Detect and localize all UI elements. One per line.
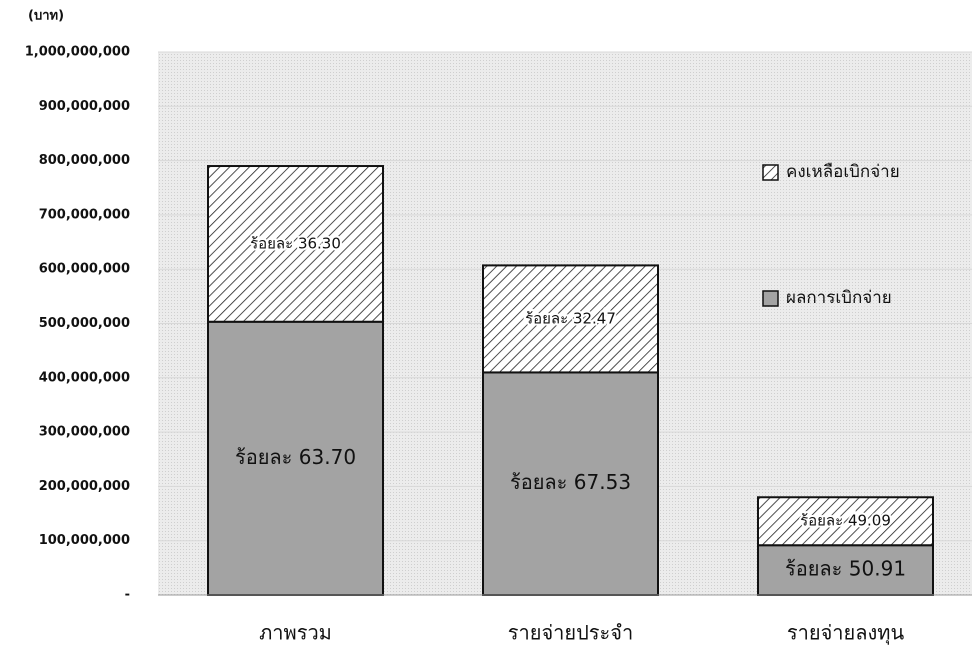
legend-label: คงเหลือเบิกจ่าย: [786, 162, 900, 182]
bar-segment: [207, 320, 384, 596]
legend-swatch: [762, 164, 779, 181]
y-tick-label: -: [125, 588, 130, 603]
x-tick-label: รายจ่ายลงทุน: [787, 621, 905, 646]
bar-segment: [757, 496, 934, 547]
bar-segment: [207, 165, 384, 323]
y-tick-label: 700,000,000: [39, 207, 130, 222]
y-tick-label: 300,000,000: [39, 425, 130, 440]
value-label: ร้อยละ 36.30: [250, 234, 341, 252]
value-label: ร้อยละ 32.47: [525, 309, 616, 327]
value-label: ร้อยละ 67.53: [510, 470, 631, 494]
y-axis-label: (บาท): [28, 9, 64, 24]
legend-label: ผลการเบิกจ่าย: [786, 288, 892, 308]
bar-segment: [482, 371, 659, 597]
y-tick-label: 900,000,000: [39, 99, 130, 114]
x-tick-label: ภาพรวม: [259, 621, 332, 645]
y-tick-label: 800,000,000: [39, 153, 130, 168]
y-tick-label: 1,000,000,000: [25, 45, 130, 60]
bar-segment: [482, 264, 659, 374]
y-tick-label: 400,000,000: [39, 370, 130, 385]
bar-segment: [757, 544, 934, 597]
y-tick-label: 600,000,000: [39, 262, 130, 277]
y-tick-label: 100,000,000: [39, 533, 130, 548]
x-tick-label: รายจ่ายประจำ: [508, 621, 634, 645]
y-tick-label: 200,000,000: [39, 479, 130, 494]
legend-swatch: [762, 290, 779, 307]
value-label: ร้อยละ 49.09: [800, 512, 891, 530]
y-tick-label: 500,000,000: [39, 316, 130, 331]
value-label: ร้อยละ 63.70: [235, 445, 356, 469]
value-label: ร้อยละ 50.91: [785, 557, 906, 581]
